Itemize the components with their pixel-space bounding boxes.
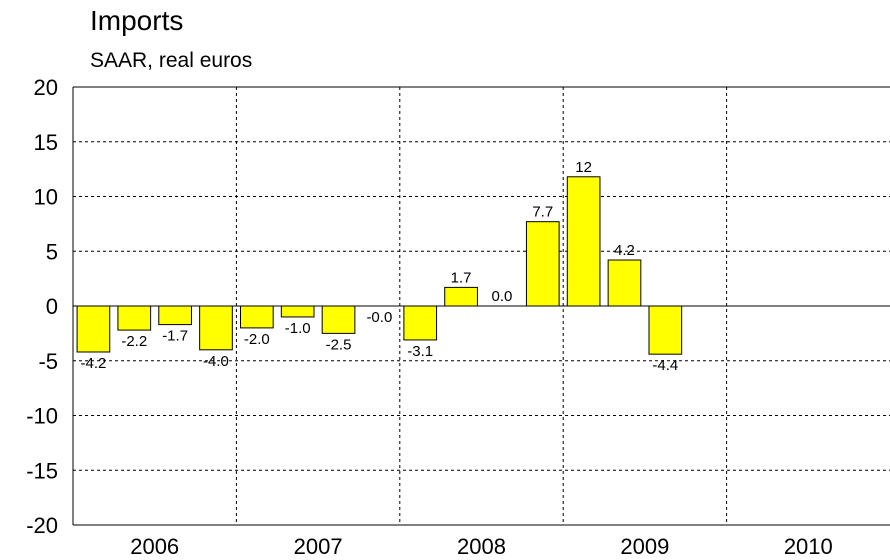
data-label: 1.7 <box>451 269 472 286</box>
data-label: 12 <box>575 159 592 176</box>
chart-subtitle: SAAR, real euros <box>90 49 252 72</box>
data-label: 0.0 <box>491 288 512 305</box>
bar <box>444 286 478 307</box>
data-label: -0.0 <box>366 309 392 326</box>
y-tick-label: -5 <box>38 349 58 374</box>
data-label: -4.4 <box>652 357 678 374</box>
bar <box>280 305 315 318</box>
bar <box>76 305 111 353</box>
bar <box>117 305 152 331</box>
bar <box>321 305 356 334</box>
data-label: -2.5 <box>326 336 352 353</box>
data-label: -3.1 <box>407 343 433 360</box>
y-tick-label: 15 <box>34 130 58 155</box>
data-label: -1.7 <box>162 328 188 345</box>
y-tick-label: 20 <box>34 75 58 100</box>
data-label: -2.2 <box>121 333 147 350</box>
bar <box>239 305 274 329</box>
x-tick-label: 2006 <box>130 534 179 559</box>
bar <box>648 305 683 355</box>
data-label: -4.2 <box>80 355 106 372</box>
y-tick-label: 5 <box>46 239 58 264</box>
bar <box>525 221 560 307</box>
data-label: 4.2 <box>614 242 635 259</box>
x-tick-label: 2007 <box>294 534 343 559</box>
data-label: -1.0 <box>285 320 311 337</box>
y-tick-label: 10 <box>34 185 58 210</box>
data-label: 7.7 <box>532 204 553 221</box>
x-tick-label: 2010 <box>784 534 833 559</box>
y-tick-label: 0 <box>46 294 58 319</box>
data-label: -2.0 <box>244 331 270 348</box>
x-tick-label: 2009 <box>620 534 669 559</box>
data-label: -4.0 <box>203 353 229 370</box>
y-tick-label: -15 <box>26 458 58 483</box>
bar <box>199 305 233 351</box>
bar <box>607 259 642 307</box>
y-tick-label: -10 <box>26 404 58 429</box>
bar <box>403 305 438 341</box>
y-tick-label: -20 <box>26 513 58 538</box>
x-tick-label: 2008 <box>457 534 506 559</box>
bar <box>158 305 192 326</box>
chart-title: Imports <box>90 5 183 36</box>
bar <box>566 176 601 307</box>
